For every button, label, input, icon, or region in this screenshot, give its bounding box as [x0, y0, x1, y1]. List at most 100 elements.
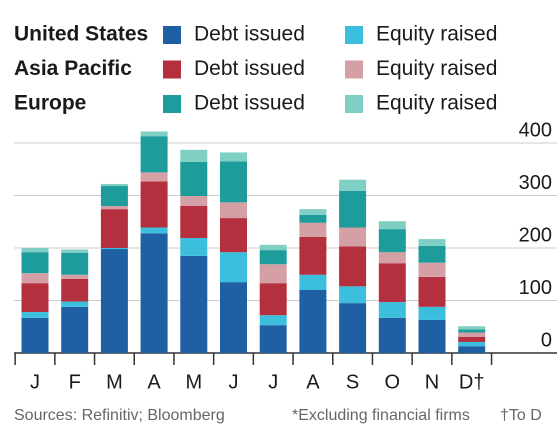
bar-segment — [21, 312, 49, 318]
bar-segment — [458, 341, 486, 347]
bar-segment — [21, 283, 49, 313]
legend-group: United States — [14, 23, 148, 46]
bar-segment — [418, 245, 446, 263]
bar-segment — [418, 319, 446, 353]
x-tick-label: A — [147, 371, 161, 393]
bar-segment — [100, 183, 128, 187]
bar-segment — [299, 274, 327, 290]
bar-segment — [378, 302, 406, 318]
bar-segment — [100, 209, 128, 248]
y-tick-label: 400 — [519, 119, 552, 141]
bar-segment — [61, 301, 89, 307]
bar-segment — [220, 152, 247, 162]
bar-segment — [418, 262, 446, 277]
legend-label: Debt issued — [194, 23, 305, 46]
bar-segment — [299, 209, 327, 215]
bar-segment — [339, 179, 367, 191]
bar-segment — [339, 286, 367, 304]
bar-segment — [339, 227, 367, 247]
bar-segment — [259, 244, 287, 251]
legend-swatch — [163, 60, 181, 79]
bar-segment — [180, 206, 208, 239]
legend-swatch — [345, 60, 363, 79]
bar-segment — [458, 329, 486, 333]
legend-label: Debt issued — [194, 57, 305, 80]
legend-label: Debt issued — [194, 92, 305, 115]
bar-segment — [299, 214, 327, 223]
bar-segment — [339, 190, 367, 228]
source-note: Sources: Refinitiv; Bloomberg — [14, 407, 225, 424]
bar-segment — [259, 325, 287, 353]
bar-segment — [61, 306, 89, 353]
bar-segment — [299, 236, 327, 275]
x-tick-label: J — [268, 371, 278, 393]
bar-segment — [61, 249, 89, 253]
bar-segment — [378, 317, 406, 353]
bar-segment — [299, 222, 327, 237]
bar-segment — [100, 248, 128, 250]
legend-label: Equity raised — [376, 23, 497, 46]
bar-segment — [61, 278, 89, 302]
footnote: †To D — [500, 407, 542, 424]
bar-segment — [339, 303, 367, 353]
x-tick-label: J — [30, 371, 40, 393]
bar-segment — [458, 332, 486, 337]
bar-segment — [220, 202, 247, 219]
legend-label: Equity raised — [376, 57, 497, 80]
legend-swatch — [345, 95, 363, 113]
bar-segment — [259, 283, 287, 316]
bar-segment — [458, 326, 486, 330]
bar-segment — [61, 252, 89, 275]
x-tick-label: J — [229, 371, 239, 393]
bar-segment — [418, 239, 446, 246]
bar-segment — [140, 181, 168, 228]
bar-segment — [100, 206, 128, 210]
bar-segment — [378, 263, 406, 303]
legend-swatch — [345, 26, 363, 44]
x-tick-label: N — [425, 371, 439, 393]
bar-segment — [418, 306, 446, 320]
bar-segment — [259, 264, 287, 284]
bar-segment — [339, 246, 367, 287]
legend-swatch — [163, 95, 181, 113]
bar-segment — [21, 317, 49, 353]
bar-segment — [100, 249, 128, 353]
bar-segment — [180, 255, 208, 353]
legend-swatch — [163, 26, 181, 44]
bar-segment — [21, 248, 49, 253]
bar-segment — [180, 196, 208, 206]
x-tick-label: S — [346, 371, 359, 393]
legend-group: Europe — [14, 92, 86, 115]
bar-segment — [180, 238, 208, 256]
bar-segment — [140, 131, 168, 137]
bar-segment — [140, 136, 168, 173]
bar-segment — [21, 252, 49, 274]
bar-segment — [418, 276, 446, 307]
y-tick-label: 200 — [519, 224, 552, 246]
x-tick-label: M — [106, 371, 123, 393]
x-tick-label: F — [69, 371, 81, 393]
x-tick-label: M — [185, 371, 202, 393]
bar-segment — [378, 229, 406, 253]
bar-segment — [100, 186, 128, 206]
bar-segment — [378, 252, 406, 264]
bar-segment — [299, 290, 327, 353]
bar-segment — [220, 282, 247, 353]
bar-segment — [140, 233, 168, 353]
x-tick-label: O — [385, 371, 401, 393]
bar-segment — [61, 274, 89, 279]
legend-label: Equity raised — [376, 92, 497, 115]
bar-segment — [378, 221, 406, 230]
bar-segment — [458, 346, 486, 353]
footnote: *Excluding financial firms — [292, 407, 470, 424]
bar-segment — [259, 315, 287, 326]
bar-segment — [220, 218, 247, 253]
bar-segment — [458, 336, 486, 342]
bar-segment — [140, 172, 168, 182]
bar-segment — [220, 252, 247, 283]
y-tick-label: 300 — [519, 172, 552, 194]
bar-segment — [180, 161, 208, 197]
y-tick-label: 100 — [519, 277, 552, 299]
bar-segment — [180, 149, 208, 162]
